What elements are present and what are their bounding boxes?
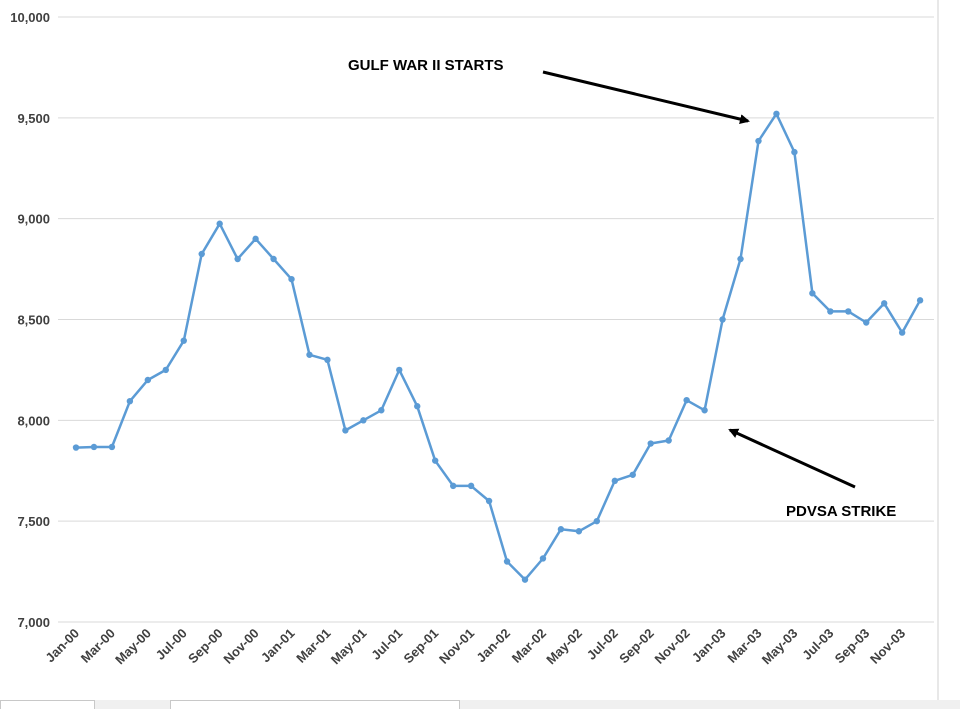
- x-tick-label: Jan-01: [258, 626, 298, 666]
- x-tick-label: Jan-02: [473, 626, 513, 666]
- data-point: [234, 255, 241, 263]
- arrow-gulf-war: [542, 70, 750, 125]
- data-point: [611, 477, 618, 485]
- data-point: [898, 329, 906, 336]
- x-tick-label: Mar-02: [509, 626, 549, 666]
- annotation-pdvsa-strike: PDVSA STRIKE: [786, 503, 896, 520]
- data-point: [809, 290, 816, 297]
- data-point: [791, 148, 798, 156]
- data-point: [503, 558, 511, 565]
- data-point: [539, 555, 547, 562]
- data-point: [126, 397, 134, 405]
- x-tick-label: Sep-03: [832, 626, 873, 667]
- data-point: [575, 528, 583, 535]
- data-point: [755, 137, 762, 145]
- y-tick-label: 8,500: [17, 313, 50, 328]
- sheet-tab-bar: [0, 700, 960, 709]
- x-tick-label: Nov-02: [651, 626, 692, 667]
- series-line-layer: [72, 110, 924, 583]
- data-point: [737, 255, 744, 263]
- data-point: [557, 526, 565, 533]
- x-tick-label: Sep-02: [616, 626, 657, 667]
- x-tick-label: Jul-02: [584, 626, 621, 663]
- x-tick-label: Jul-01: [368, 626, 405, 663]
- data-point: [485, 497, 493, 505]
- data-point: [432, 457, 439, 464]
- data-point: [467, 482, 475, 490]
- x-tick-label: Nov-01: [436, 626, 477, 667]
- data-point: [90, 443, 98, 451]
- data-point: [629, 471, 636, 478]
- x-tick-label: Jan-03: [689, 626, 729, 666]
- annotations: GULF WAR II STARTS PDVSA STRIKE: [348, 57, 896, 520]
- x-tick-label: May-02: [543, 626, 585, 668]
- data-point: [683, 396, 690, 404]
- data-point: [288, 275, 295, 283]
- data-point: [449, 482, 457, 490]
- data-point: [647, 440, 654, 447]
- x-tick-label: May-01: [328, 626, 370, 668]
- data-point: [342, 427, 349, 434]
- x-tick-label: May-03: [759, 626, 801, 668]
- data-point: [845, 308, 852, 315]
- arrow-pdvsa-strike: [728, 428, 856, 489]
- data-point: [665, 437, 672, 444]
- x-tick-label: Jul-03: [799, 626, 836, 663]
- data-point: [701, 407, 708, 414]
- data-point: [863, 319, 870, 326]
- annotation-gulf-war: GULF WAR II STARTS: [348, 57, 504, 74]
- x-tick-label: Jul-00: [153, 626, 190, 663]
- data-point: [324, 356, 331, 364]
- x-tick-label: Mar-01: [293, 626, 333, 666]
- data-point: [108, 443, 116, 451]
- data-point: [414, 403, 421, 410]
- x-tick-label: Jan-00: [42, 626, 82, 666]
- gridlines: [58, 0, 939, 700]
- data-point: [593, 517, 601, 525]
- sheet-tab[interactable]: [0, 700, 95, 709]
- data-point: [827, 308, 834, 315]
- series-line: [75, 112, 922, 581]
- data-point: [396, 366, 403, 374]
- data-point: [881, 300, 888, 307]
- data-point: [306, 351, 313, 358]
- data-point: [378, 407, 385, 414]
- data-point: [916, 297, 924, 304]
- y-axis-ticks: 7,000 7,500 8,000 8,500 9,000 9,500 10,000: [10, 10, 50, 630]
- y-tick-label: 7,000: [17, 615, 50, 630]
- data-point: [180, 337, 187, 344]
- x-tick-label: May-00: [112, 626, 154, 668]
- y-tick-label: 9,500: [17, 111, 50, 126]
- data-point: [216, 220, 223, 227]
- data-point: [270, 255, 277, 263]
- data-point: [198, 250, 205, 258]
- data-point: [72, 444, 80, 451]
- x-axis-ticks: Jan-00Mar-00May-00Jul-00Sep-00Nov-00Jan-…: [42, 626, 908, 668]
- data-point: [521, 576, 529, 583]
- data-point: [719, 316, 726, 323]
- data-point: [252, 235, 259, 243]
- data-point: [773, 110, 780, 118]
- data-point: [162, 366, 169, 374]
- x-tick-label: Sep-00: [185, 626, 226, 667]
- y-tick-label: 7,500: [17, 514, 50, 529]
- x-tick-label: Sep-01: [401, 626, 442, 667]
- x-tick-label: Mar-03: [724, 626, 764, 666]
- y-tick-label: 9,000: [17, 212, 50, 227]
- x-tick-label: Nov-00: [220, 626, 261, 667]
- x-tick-label: Nov-03: [867, 626, 908, 667]
- y-tick-label: 10,000: [10, 10, 50, 25]
- data-point: [144, 376, 152, 384]
- x-tick-label: Mar-00: [78, 626, 118, 666]
- data-point: [360, 417, 367, 424]
- sheet-tab[interactable]: [170, 700, 460, 709]
- y-tick-label: 8,000: [17, 413, 50, 428]
